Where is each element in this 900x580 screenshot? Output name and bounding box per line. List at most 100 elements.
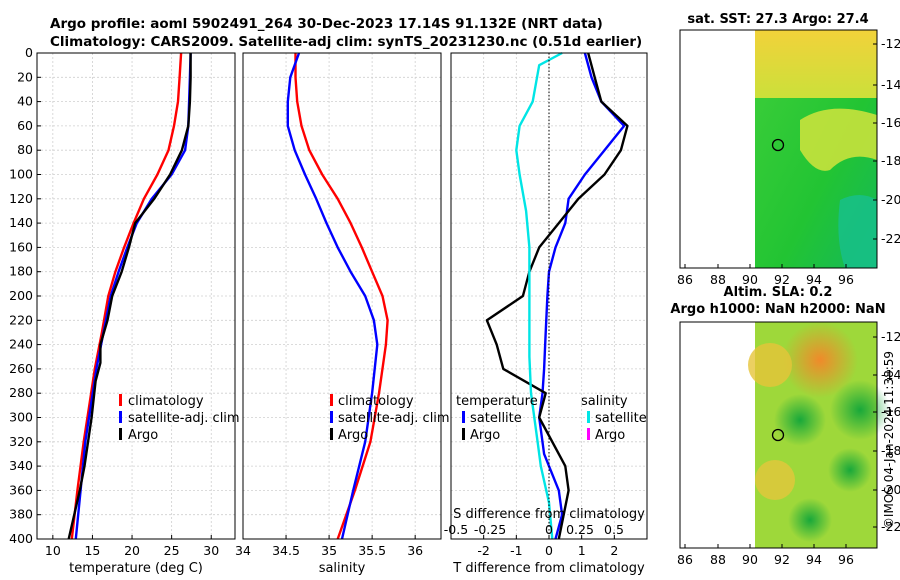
x-tick-label: 0 (545, 543, 553, 558)
legend-label-satellite-s: satellite (595, 411, 647, 426)
sla-map: Altim. SLA: 0.2 Argo h1000: NaN h2000: N… (670, 285, 890, 549)
axes-frame (242, 52, 442, 540)
x-tick-label: 15 (84, 543, 100, 558)
map-x-tick-label: 96 (838, 552, 854, 567)
y-tick-label: 60 (17, 118, 33, 133)
sst-map: sat. SST: 27.3 Argo: 27.4 (679, 12, 878, 269)
legend-label-satellite-t: satellite (470, 411, 522, 426)
sla-map-title-1: Altim. SLA: 0.2 (724, 285, 833, 300)
y-tick-label: 160 (9, 239, 33, 254)
top-tick-5: 0.5 (604, 522, 624, 537)
y-tick-label: 180 (9, 264, 33, 279)
x-tick-label: 34.5 (272, 543, 300, 558)
sla-low-2 (830, 380, 890, 440)
legend-label-argo-t: Argo (470, 428, 500, 443)
map-x-tick-label: 92 (774, 552, 790, 567)
y-tick-label: 320 (9, 434, 33, 449)
map-x-tick-label: 88 (710, 552, 726, 567)
legend-swatch-argo-t (462, 428, 465, 440)
legend-swatch-argo-s (587, 428, 590, 440)
watermark: ©IMOS 04-Jan-2024 11:38:59 (882, 351, 896, 529)
series-line-climatology (294, 53, 389, 540)
x-axis-label: temperature (deg C) (69, 561, 203, 576)
x-tick-label: -1 (510, 543, 522, 558)
legend-swatch-satellite-s (587, 411, 590, 423)
map-x-tick-label: 96 (838, 272, 854, 287)
map-y-tick-label: -22 (881, 519, 900, 534)
y-tick-label: 240 (9, 337, 33, 352)
legend-label-climatology: climatology (338, 394, 414, 409)
sst-map-frame (679, 29, 878, 269)
legend-label-satellite: satellite-adj. clim (338, 411, 450, 426)
map-x-tick-label: 86 (677, 272, 693, 287)
y-tick-label: 260 (9, 361, 33, 376)
legend-swatch-satellite (330, 411, 333, 423)
salinity-legend: climatology satellite-adj. clim Argo (330, 394, 450, 443)
legend-label-satellite: satellite-adj. clim (128, 411, 240, 426)
difference-panel: -2 -1 0 1 2 T difference from climatology (450, 51, 648, 576)
title-line-2: Climatology: CARS2009. Satellite-adj cli… (50, 34, 642, 50)
map-y-tick-label: -16 (881, 115, 900, 130)
legend-title-salinity: salinity (581, 394, 628, 409)
map-y-tick-label: -18 (881, 443, 900, 458)
map-y-tick-label: -20 (881, 192, 900, 207)
legend-label-argo-s: Argo (595, 428, 625, 443)
series-line-satellite-salinity- (515, 51, 563, 540)
map-x-tick-label: 94 (806, 552, 822, 567)
y-tick-label: 300 (9, 410, 33, 425)
sla-high (782, 322, 858, 398)
top-tick-1: -0.5 (444, 522, 468, 537)
top-axis-label: S difference from climatology (453, 507, 645, 522)
legend-label-argo: Argo (338, 428, 368, 443)
x-tick-label: 20 (124, 543, 140, 558)
y-tick-label: 360 (9, 482, 33, 497)
x-tick-label: -2 (477, 543, 489, 558)
sla-map-frame (679, 321, 878, 549)
map-y-tick-label: -12 (881, 36, 900, 51)
legend-swatch-argo (330, 428, 333, 440)
x-tick-label: 2 (610, 543, 618, 558)
legend-title-temperature: temperature (456, 394, 538, 409)
y-tick-label: 40 (17, 94, 33, 109)
y-tick-label: 200 (9, 288, 33, 303)
sst-warm-band (755, 30, 877, 98)
legend-label-argo: Argo (128, 428, 158, 443)
map-y-tick-label: -14 (881, 77, 900, 92)
y-tick-label: 80 (17, 142, 33, 157)
x-tick-label: 36 (407, 543, 423, 558)
top-tick-2: -0.25 (474, 522, 506, 537)
series-line-satellite-adj-clim (286, 52, 379, 540)
y-tick-label: 20 (17, 69, 33, 84)
y-tick-label: 400 (9, 531, 33, 546)
y-tick-label: 340 (9, 458, 33, 473)
title-line-1: Argo profile: aoml 5902491_264 30-Dec-20… (50, 16, 603, 32)
x-axis-label: T difference from climatology (452, 561, 645, 576)
legend-swatch-argo (119, 428, 122, 440)
legend-swatch-satellite (119, 411, 122, 423)
map-y-tick-label: -16 (881, 404, 900, 419)
sst-cool-patch (838, 195, 877, 268)
map-x-tick-label: 94 (806, 272, 822, 287)
map-axes: 86 88 90 92 94 96 -12 -14 -16 -18 -20 -22 86 88 90 92 94… (677, 36, 900, 567)
x-tick-label: 25 (164, 543, 180, 558)
y-tick-label: 0 (25, 45, 33, 60)
y-tick-label: 140 (9, 215, 33, 230)
x-tick-label: 35 (321, 543, 337, 558)
legend-label-climatology: climatology (128, 394, 204, 409)
map-y-tick-label: -20 (881, 482, 900, 497)
sla-low-1 (774, 394, 826, 446)
salinity-panel: 34 34.5 35 35.5 36 salinity (235, 52, 442, 576)
map-x-tick-label: 90 (742, 272, 758, 287)
series-line-climatology (70, 52, 183, 540)
top-tick-3: 0 (545, 522, 553, 537)
legend-swatch-climatology (330, 394, 333, 406)
series-line-argo (67, 53, 192, 540)
sla-high-2 (748, 343, 792, 387)
sla-map-title-2: Argo h1000: NaN h2000: NaN (670, 302, 885, 317)
map-x-tick-label: 86 (677, 552, 693, 567)
map-y-tick-label: -18 (881, 153, 900, 168)
legend-swatch-satellite-t (462, 411, 465, 423)
y-tick-label: 280 (9, 385, 33, 400)
